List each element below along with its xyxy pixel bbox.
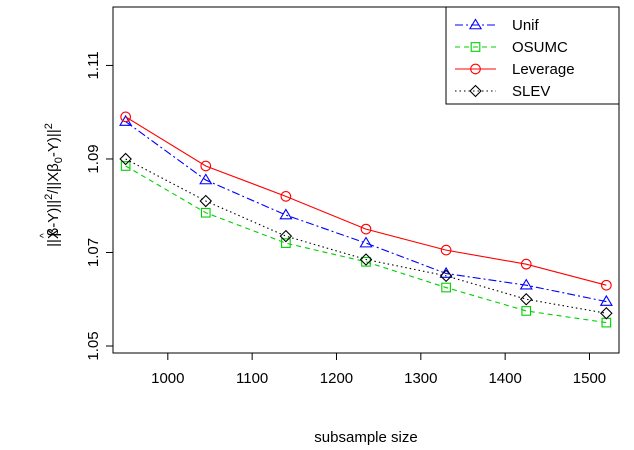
- data-point: [281, 238, 291, 248]
- y-axis: 1.05 1.07 1.09 1.11: [85, 51, 114, 361]
- data-point: [360, 223, 372, 235]
- data-point: [199, 194, 213, 208]
- data-point: [439, 269, 453, 283]
- legend: Unif OSUMC Leverage SLEV: [445, 6, 620, 105]
- data-point: [441, 282, 451, 293]
- series-line: [125, 158, 607, 314]
- series-unif: [119, 114, 613, 306]
- series-slev: [119, 152, 613, 320]
- legend-box: [445, 6, 620, 105]
- data-point: [521, 306, 532, 316]
- y-tick-label: 1.05: [85, 331, 102, 360]
- data-point: [519, 292, 533, 306]
- data-point: [199, 173, 213, 185]
- legend-label: OSUMC: [512, 39, 568, 56]
- data-point: [519, 278, 533, 290]
- data-point: [120, 111, 131, 123]
- series-line: [125, 121, 607, 303]
- data-point: [279, 208, 293, 220]
- x-tick-label: 1300: [404, 370, 437, 387]
- x-tick-label: 1400: [488, 370, 521, 387]
- series-layer: [119, 111, 613, 328]
- legend-marker: [468, 18, 483, 30]
- x-axis-title: subsample size: [314, 429, 417, 446]
- legend-marker: [470, 42, 481, 52]
- x-tick-label: 1500: [573, 370, 606, 387]
- data-point: [280, 191, 292, 202]
- x-axis: 1000 1100 1200 1300 1400 1500: [151, 352, 606, 387]
- data-point: [200, 207, 211, 218]
- x-tick-label: 1100: [236, 370, 268, 387]
- data-point: [200, 160, 212, 172]
- data-point: [119, 152, 132, 166]
- legend-label: Unif: [512, 17, 540, 34]
- data-point: [359, 236, 373, 248]
- x-tick-label: 1000: [151, 370, 184, 387]
- data-point: [279, 229, 293, 243]
- series-line: [125, 165, 607, 324]
- data-point: [361, 256, 371, 267]
- series-leverage: [120, 111, 612, 291]
- legend-label: Leverage: [512, 61, 575, 78]
- y-tick-label: 1.09: [85, 144, 102, 173]
- data-point: [599, 294, 613, 306]
- legend-marker: [470, 63, 481, 75]
- y-tick-label: 1.11: [85, 51, 102, 79]
- y-tick-label: 1.07: [85, 238, 102, 267]
- legend-label: SLEV: [512, 83, 550, 100]
- data-point: [600, 306, 613, 320]
- data-point: [359, 253, 373, 266]
- series-line: [125, 116, 607, 286]
- data-point: [520, 258, 532, 270]
- y-axis-title: ||X^β-Y)||2/||Xβ0-Y)||2: [39, 123, 65, 247]
- data-point: [440, 244, 452, 256]
- legend-marker: [469, 84, 482, 98]
- data-point: [600, 279, 612, 291]
- data-point: [120, 161, 131, 171]
- x-tick-label: 1200: [320, 370, 353, 387]
- series-osumc: [120, 161, 612, 328]
